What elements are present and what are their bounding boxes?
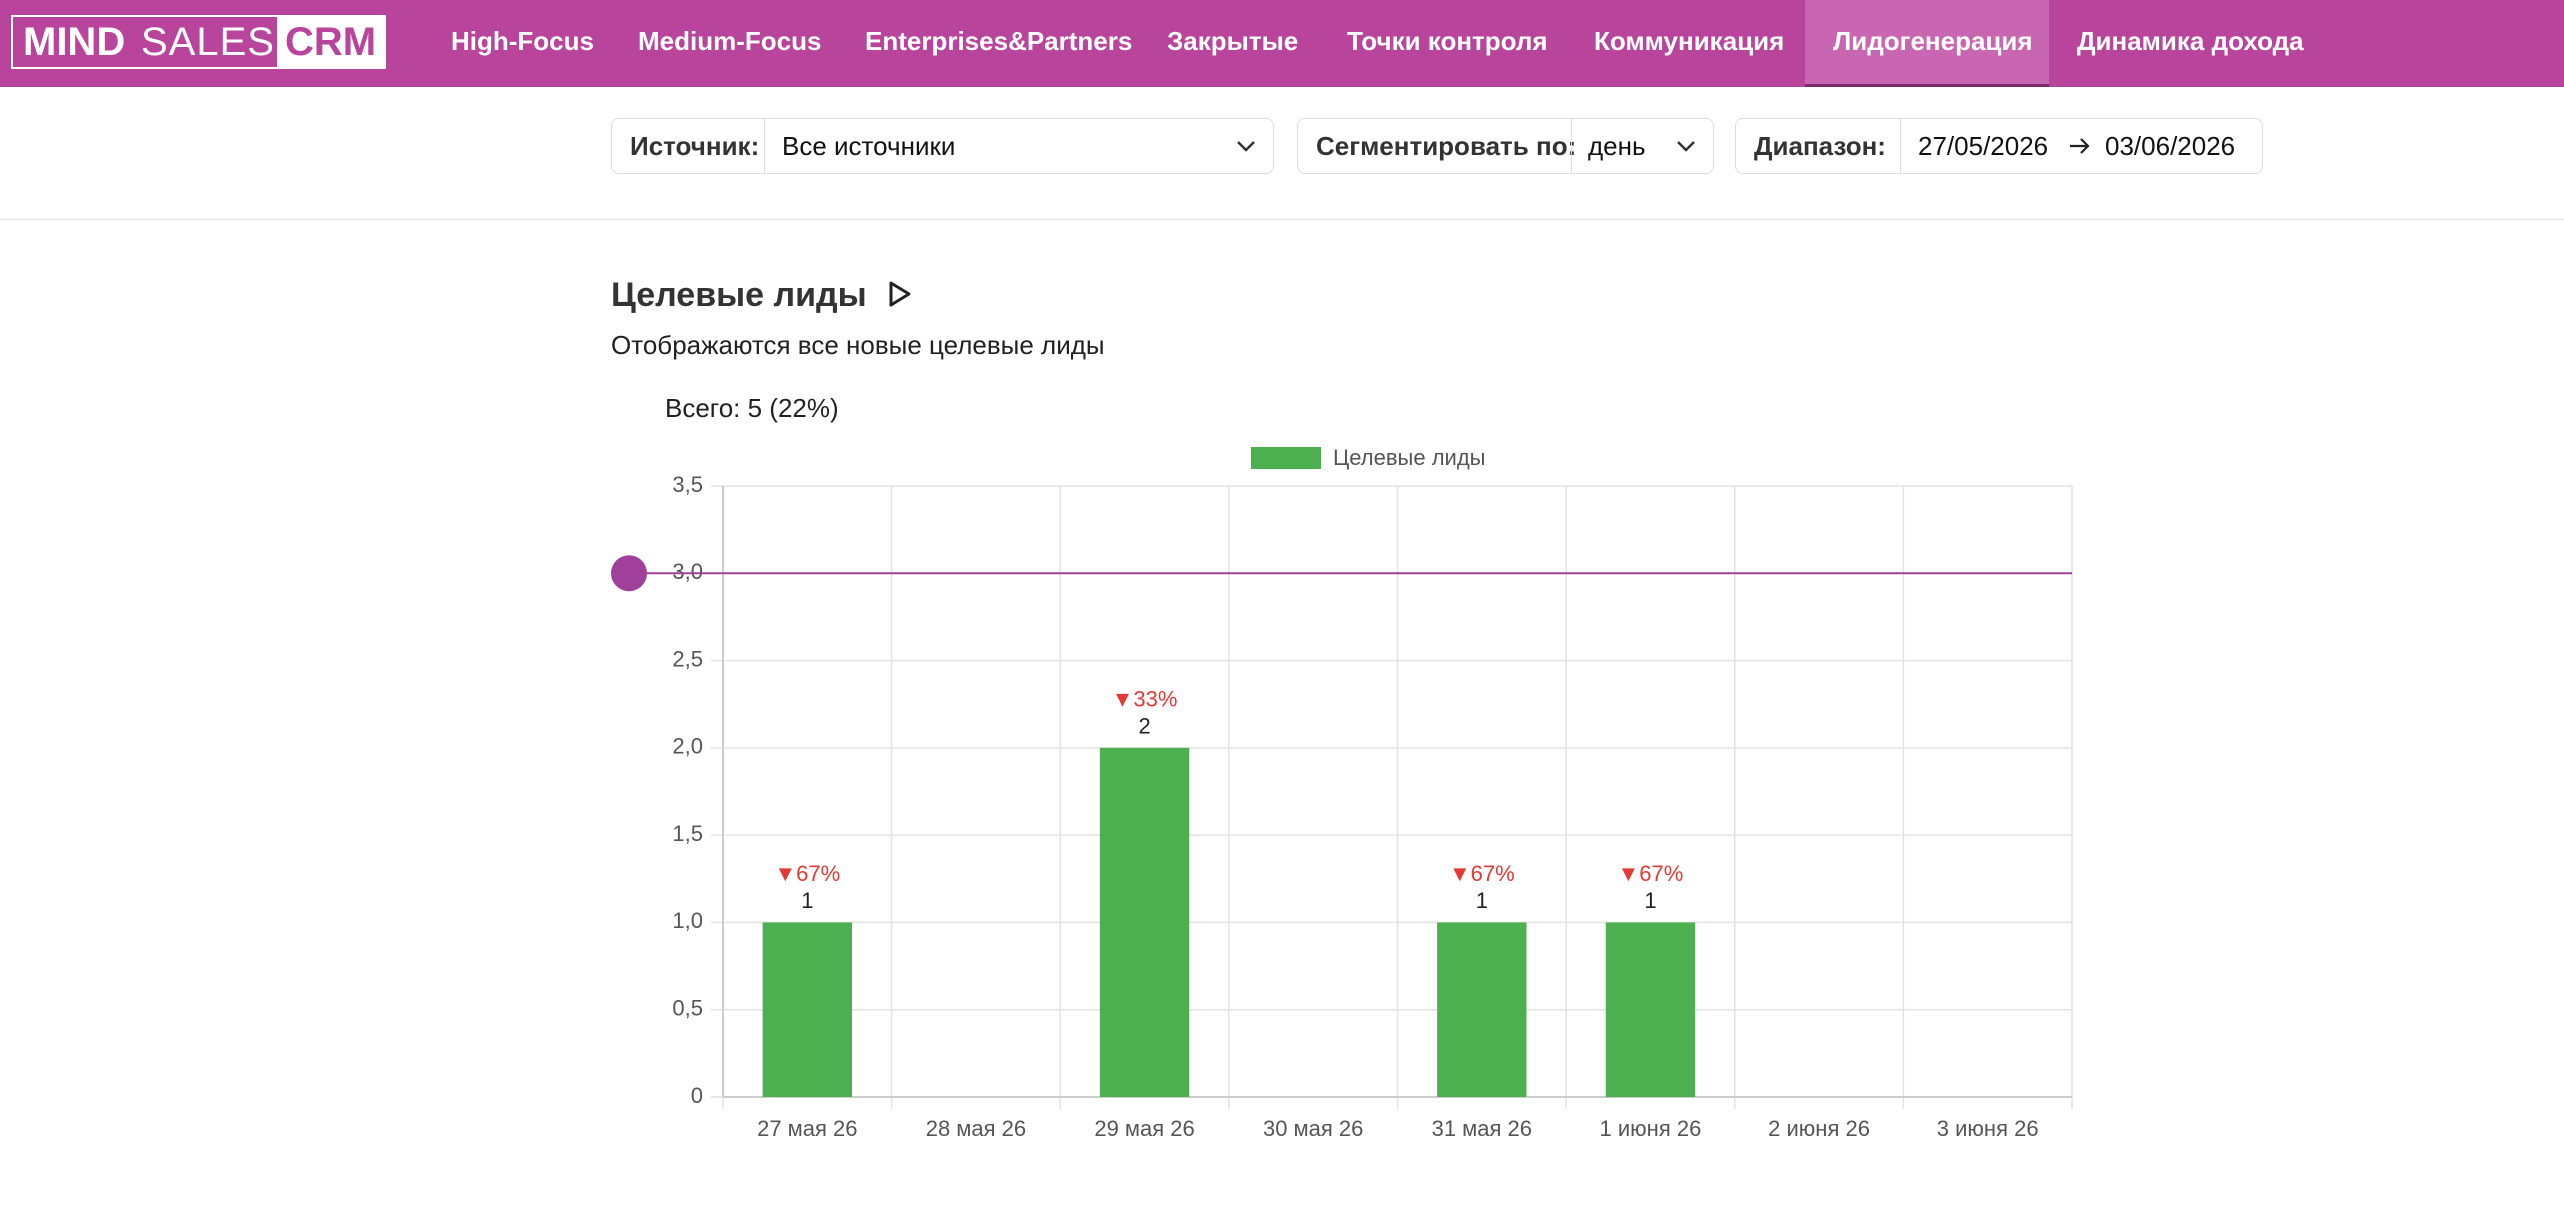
filter-value: день — [1588, 131, 1646, 161]
active-tab-bg — [1805, 0, 2049, 87]
y-tick-label: 0,5 — [672, 996, 703, 1021]
nav-item[interactable]: Medium-Focus — [638, 26, 822, 56]
filter-label: Диапазон: — [1754, 131, 1886, 161]
y-tick-label: 3,5 — [672, 472, 703, 497]
change-label: ▼67% — [1449, 861, 1515, 886]
value-label: 1 — [801, 888, 813, 913]
logo-text: MIND — [23, 20, 126, 64]
chart-title-text: Целевые лиды — [611, 276, 867, 314]
arrow-icon — [2070, 138, 2090, 154]
change-label: ▼67% — [774, 861, 840, 886]
chart-title: Целевые лиды — [611, 276, 914, 315]
nav-item[interactable]: Enterprises&Partners — [865, 26, 1133, 56]
target-handle[interactable] — [611, 555, 647, 592]
logo[interactable]: MIND SALES CRM — [11, 15, 386, 69]
value-label: 1 — [1644, 888, 1656, 913]
separator — [1571, 119, 1572, 173]
segment-select[interactable]: Сегментировать по: день — [1297, 118, 1714, 174]
filter-label: Источник: — [630, 131, 760, 161]
bar — [1605, 922, 1696, 1097]
x-tick-label: 2 июня 26 — [1768, 1116, 1870, 1141]
range-picker[interactable]: Диапазон: 27/05/2026 03/06/2026 — [1735, 118, 2263, 174]
bar — [1099, 747, 1190, 1097]
x-tick-label: 27 мая 26 — [757, 1116, 857, 1141]
x-tick-label: 31 мая 26 — [1432, 1116, 1532, 1141]
y-tick-label: 2,0 — [672, 734, 703, 759]
logo-text: SALES — [141, 20, 275, 64]
nav-item[interactable]: High-Focus — [451, 26, 594, 56]
range-from: 27/05/2026 — [1918, 131, 2049, 161]
range-to: 03/06/2026 — [2105, 131, 2236, 161]
chevron — [1677, 141, 1695, 152]
play-icon[interactable] — [884, 279, 914, 309]
nav-item[interactable]: Точки контроля — [1347, 26, 1548, 56]
x-tick-label: 29 мая 26 — [1094, 1116, 1194, 1141]
separator — [764, 119, 765, 173]
filter-value: Все источники — [782, 131, 956, 161]
change-label: ▼67% — [1618, 861, 1684, 886]
nav-bar: MIND SALES CRM High-Focus Medium-Focus E… — [0, 0, 2564, 87]
logo-text: CRM — [277, 17, 384, 67]
nav-item[interactable]: Коммуникация — [1594, 26, 1785, 56]
divider — [0, 219, 2564, 220]
change-label: ▼33% — [1112, 687, 1178, 712]
source-select[interactable]: Источник: Все источники — [611, 118, 1274, 174]
separator — [1900, 119, 1901, 173]
x-tick-label: 3 июня 26 — [1937, 1116, 2039, 1141]
y-tick-label: 1,0 — [672, 908, 703, 933]
value-label: 2 — [1138, 714, 1150, 739]
x-tick-label: 1 июня 26 — [1600, 1116, 1702, 1141]
nav-item[interactable]: Динамика дохода — [2077, 26, 2304, 56]
bar — [762, 922, 852, 1097]
legend-swatch — [1251, 447, 1321, 469]
x-tick-label: 28 мая 26 — [926, 1116, 1026, 1141]
x-tick-label: 30 мая 26 — [1263, 1116, 1363, 1141]
chevron — [1237, 141, 1255, 152]
chart-subtitle: Отображаются все новые целевые лиды — [611, 330, 1105, 360]
y-tick-label: 1,5 — [672, 821, 703, 846]
filter-label: Сегментировать по: — [1316, 131, 1577, 161]
nav-item[interactable]: Закрытые — [1167, 26, 1299, 56]
legend-label: Целевые лиды — [1333, 445, 1485, 470]
total-label: Всего: 5 (22%) — [665, 393, 839, 423]
bar — [1437, 922, 1527, 1097]
y-tick-label: 3,0 — [672, 559, 703, 584]
y-tick-label: 2,5 — [672, 646, 703, 671]
y-tick-label: 0 — [691, 1083, 703, 1108]
value-label: 1 — [1476, 888, 1488, 913]
nav-item[interactable]: Лидогенерация — [1833, 26, 2033, 56]
